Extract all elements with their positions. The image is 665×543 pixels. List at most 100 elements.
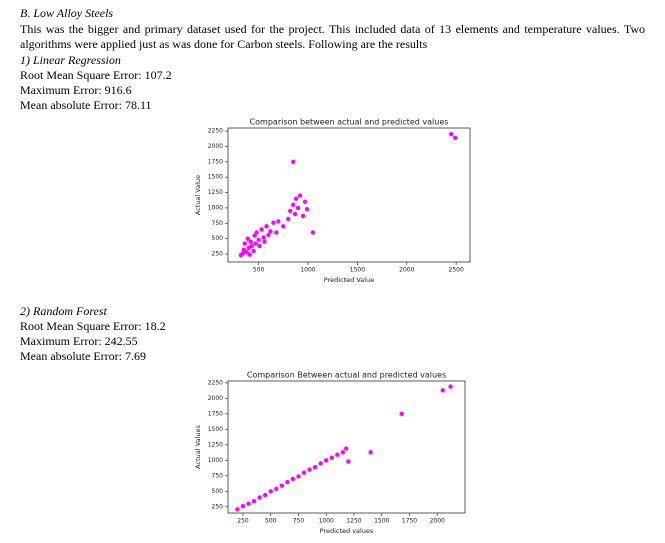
y-tick-label: 750 (212, 220, 224, 227)
y-tick-label: 500 (212, 488, 224, 495)
metric: Maximum Error: 916.6 (20, 83, 132, 97)
x-tick-label: 1250 (346, 518, 361, 525)
point (290, 202, 296, 208)
point (318, 461, 323, 466)
point (290, 476, 296, 482)
x-tick-label: 2000 (399, 267, 414, 274)
point (261, 235, 266, 240)
point (274, 486, 279, 492)
chart-title: Comparison between actual and predicted … (250, 118, 449, 127)
point (368, 450, 373, 455)
point (256, 237, 261, 243)
point (288, 208, 293, 214)
point (346, 459, 351, 464)
point (266, 232, 271, 238)
point (300, 213, 306, 219)
y-tick-label: 1750 (208, 410, 223, 417)
point (254, 230, 259, 235)
point (440, 388, 445, 393)
point (235, 507, 240, 512)
point (335, 452, 340, 457)
point (279, 483, 285, 488)
x-tick-label: 2000 (430, 518, 445, 525)
result-title: 2) Random Forest (20, 304, 107, 318)
plot-frame (227, 380, 466, 514)
y-tick-label: 1000 (208, 457, 223, 464)
point (297, 193, 303, 198)
point (251, 248, 256, 254)
point (448, 384, 453, 389)
x-tick-label: 500 (253, 267, 265, 274)
x-axis-label: Predicted Value (324, 276, 374, 284)
point (245, 236, 250, 241)
point (257, 495, 262, 500)
x-tick-label: 750 (293, 518, 305, 525)
x-tick-label: 1000 (319, 518, 334, 525)
point (340, 450, 346, 455)
point (262, 492, 268, 498)
point (253, 241, 258, 246)
point (246, 501, 251, 506)
point (244, 249, 249, 255)
point (264, 224, 269, 229)
y-tick-label: 1250 (208, 189, 223, 196)
point (259, 227, 264, 232)
point (285, 479, 290, 485)
point (312, 464, 318, 470)
x-tick-label: 1000 (300, 267, 315, 274)
x-tick-label: 1500 (374, 518, 389, 525)
section-heading: B. Low Alloy Steels (20, 6, 114, 20)
y-tick-label: 2250 (208, 379, 223, 386)
metric: Root Mean Square Error: 107.2 (20, 68, 172, 82)
point (296, 474, 301, 479)
y-tick-label: 2000 (208, 395, 223, 402)
x-tick-label: 1750 (402, 518, 417, 525)
point (276, 219, 281, 224)
point (248, 239, 253, 244)
point (286, 216, 291, 222)
point (271, 220, 276, 225)
point (240, 251, 246, 256)
metric: Mean absolute Error: 7.69 (20, 349, 146, 363)
x-tick-label: 2500 (449, 267, 464, 274)
plot-frame (227, 127, 471, 263)
chart-title: Comparison Between actual and predicted … (247, 371, 446, 380)
metric: Maximum Error: 242.55 (20, 334, 138, 348)
y-tick-label: 1250 (208, 441, 223, 448)
point (262, 239, 267, 244)
y-axis-label: Actual Value (194, 175, 202, 215)
result-title: 1) Linear Regression (20, 53, 121, 67)
point (292, 211, 298, 217)
point (307, 467, 312, 472)
point (399, 411, 404, 417)
point (304, 206, 310, 212)
metric: Mean absolute Error: 78.11 (20, 98, 152, 112)
y-tick-label: 250 (212, 251, 224, 258)
point (302, 199, 308, 204)
paragraph: This was the bigger and primary dataset … (20, 22, 645, 51)
y-axis-label: Actual Values (194, 425, 202, 469)
point (241, 247, 247, 252)
x-tick-label: 500 (265, 518, 277, 525)
y-tick-label: 2000 (208, 143, 223, 150)
point (242, 241, 247, 246)
point (274, 230, 279, 235)
point (295, 205, 301, 211)
y-tick-label: 1500 (208, 174, 223, 181)
y-tick-label: 750 (212, 472, 224, 479)
point (310, 230, 316, 235)
point (324, 458, 329, 463)
point (268, 229, 273, 234)
point (247, 252, 252, 257)
point (452, 135, 458, 141)
point (329, 455, 334, 461)
point (240, 503, 246, 509)
point (281, 224, 286, 229)
x-tick-label: 1500 (350, 267, 365, 274)
point (290, 159, 296, 165)
x-axis-label: Predicted values (320, 527, 374, 535)
point (449, 131, 454, 137)
point (301, 470, 307, 475)
